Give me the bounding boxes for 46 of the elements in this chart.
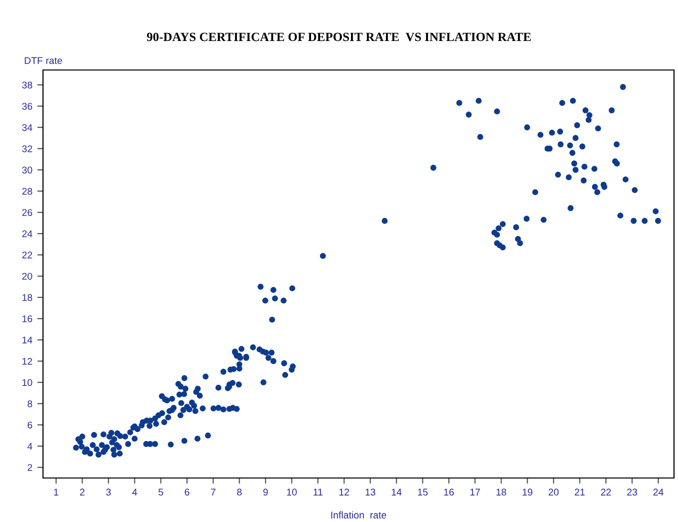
x-tick-label: 10 <box>287 488 297 496</box>
x-tick-label: 2 <box>80 488 84 496</box>
y-tick-label: 32 <box>22 145 32 152</box>
y-tick-label: 22 <box>22 252 32 258</box>
y-tick-label: 28 <box>22 188 32 195</box>
y-tick-label: 36 <box>22 102 32 110</box>
x-tick-label: 12 <box>339 488 350 496</box>
y-axis-title: DTF rate <box>24 57 62 64</box>
x-tick-label: 20 <box>548 488 559 496</box>
chart-title: 90-DAYS CERTIFICATE OF DEPOSIT RATE VS INFLATION RATE <box>146 32 531 42</box>
x-tick-label: 22 <box>601 488 611 496</box>
x-tick-label: 18 <box>496 488 506 496</box>
y-tick-label: 10 <box>22 379 32 386</box>
x-tick-label: 13 <box>366 488 376 496</box>
x-tick-label: 1 <box>54 488 58 496</box>
x-tick-label: 23 <box>627 488 638 496</box>
x-tick-label: 15 <box>418 488 428 496</box>
y-tick-label: 12 <box>22 358 32 365</box>
x-tick-label: 5 <box>158 488 164 496</box>
x-tick-label: 16 <box>444 488 454 496</box>
y-tick-label: 16 <box>22 315 32 322</box>
x-tick-label: 8 <box>237 488 242 496</box>
y-tick-label: 2 <box>28 464 32 471</box>
x-tick-label: 9 <box>263 488 268 496</box>
x-tick-label: 11 <box>314 488 322 496</box>
y-tick-label: 24 <box>22 230 32 238</box>
x-tick-label: 3 <box>106 488 111 496</box>
y-tick-label: 26 <box>22 209 32 216</box>
x-tick-label: 14 <box>392 488 402 496</box>
y-tick-label: 30 <box>22 166 32 174</box>
x-tick-label: 24 <box>653 488 664 496</box>
y-tick-label: 20 <box>22 272 32 280</box>
y-tick-label: 38 <box>22 82 32 88</box>
y-tick-label: 4 <box>27 442 32 450</box>
x-tick-label: 21 <box>574 488 585 496</box>
y-tick-label: 18 <box>22 294 32 301</box>
x-tick-label: 4 <box>132 488 138 496</box>
x-tick-label: 17 <box>470 488 480 496</box>
x-tick-label: 7 <box>210 488 216 496</box>
y-tick-label: 34 <box>22 124 32 131</box>
x-tick-label: 6 <box>184 488 190 496</box>
y-tick-label: 14 <box>22 336 32 344</box>
x-axis-title: Inflation rate <box>331 511 386 519</box>
x-tick-label: 19 <box>522 488 532 496</box>
y-tick-label: 8 <box>28 400 32 408</box>
y-tick-label: 6 <box>28 422 32 428</box>
